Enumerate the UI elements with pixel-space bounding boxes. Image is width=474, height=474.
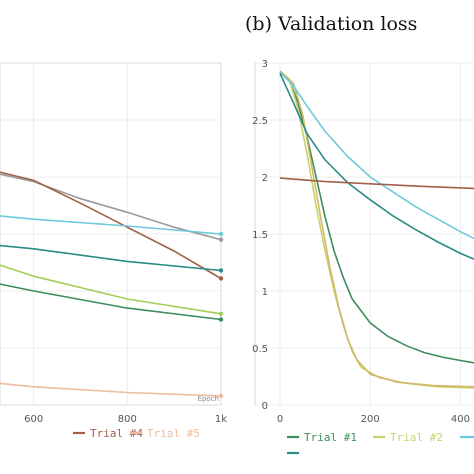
x-tick-label: 400	[451, 414, 470, 425]
y-tick-label: 2.5	[252, 116, 268, 127]
legend-label: Trial #5	[147, 427, 200, 440]
line-trial-4	[0, 171, 222, 280]
line-series-5	[0, 244, 222, 272]
legend-item-trial-4: Trial #4	[73, 427, 143, 440]
line-trial-1	[279, 71, 474, 364]
panel-b-title: (b) Validation loss	[245, 13, 417, 35]
tick-labels: 600 800 1k Epoch	[24, 395, 227, 425]
grid	[254, 62, 474, 406]
legend: Trial #1 Trial #2	[287, 431, 474, 455]
endpoint-trial-4	[218, 276, 224, 281]
legend-item-trial-5: Trial #5	[130, 427, 200, 440]
endpoint-series-5	[218, 268, 224, 273]
line-series-6	[0, 264, 222, 315]
y-tick-label: 1.5	[252, 230, 268, 241]
y-tick-label: 0	[262, 401, 268, 412]
legend-item-trial-1: Trial #1	[287, 431, 357, 444]
line-series-6	[279, 177, 474, 190]
x-tick-label: 200	[361, 414, 380, 425]
line-trial-2	[279, 70, 474, 389]
series-lines	[279, 70, 474, 389]
legend-label: Trial #4	[90, 427, 143, 440]
line-series-7	[0, 283, 222, 321]
validation-loss-chart: 0 0.5 1 1.5 2 2.5 3 0 200 400 Trial #1 Trial #2	[252, 59, 474, 455]
grid	[0, 62, 222, 406]
x-tick-label: 0	[277, 414, 283, 425]
y-tick-label: 2	[262, 173, 268, 184]
legend-label: Trial #1	[304, 431, 357, 444]
endpoint-series-7	[218, 317, 224, 322]
series-lines	[0, 171, 224, 399]
line-trial-7	[0, 215, 222, 235]
endpoint-trial-3	[218, 237, 224, 242]
x-tick-label: 600	[24, 414, 43, 425]
line-trial-3	[0, 173, 222, 241]
y-tick-label: 3	[262, 59, 268, 70]
x-tick-label: 1k	[215, 414, 227, 425]
legend-item-trial-2: Trial #2	[373, 431, 443, 444]
endpoint-series-6	[218, 311, 224, 316]
line-trial-5	[0, 382, 222, 397]
line-series-3	[279, 70, 474, 388]
endpoint-trial-7	[218, 231, 224, 237]
endpoint-trial-5	[218, 393, 224, 399]
x-tick-label: 800	[118, 414, 137, 425]
line-series-5	[279, 72, 474, 260]
line-series-4	[279, 71, 474, 240]
legend-label: Trial #2	[390, 431, 443, 444]
tick-labels: 0 0.5 1 1.5 2 2.5 3 0 200 400	[252, 59, 470, 425]
x-axis-label: Epoch	[198, 395, 219, 403]
y-tick-label: 1	[262, 287, 268, 298]
y-tick-label: 0.5	[252, 344, 268, 355]
